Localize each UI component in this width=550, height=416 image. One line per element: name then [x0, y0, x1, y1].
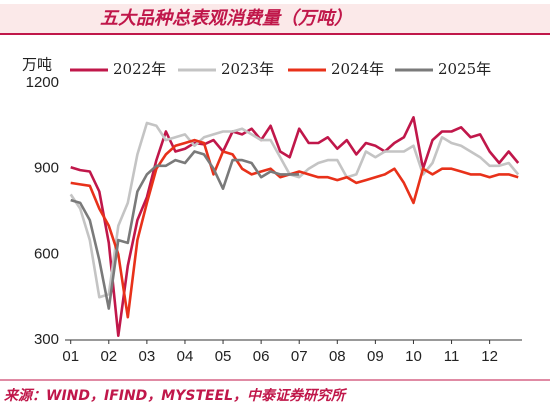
legend-label: 2023年	[221, 60, 274, 78]
x-tick-label: 12	[481, 348, 498, 365]
y-tick-label: 900	[34, 160, 59, 177]
legend-label: 2025年	[438, 60, 491, 78]
x-tick-label: 05	[215, 348, 232, 365]
series-line	[70, 138, 519, 319]
y-axis-label: 万吨	[22, 56, 52, 74]
y-tick-label: 1200	[26, 74, 59, 91]
x-tick-label: 07	[291, 348, 308, 365]
legend-label: 2024年	[331, 60, 384, 78]
x-tick-label: 02	[100, 348, 117, 365]
series-line	[69, 121, 520, 299]
x-tick-label: 04	[177, 348, 194, 365]
x-tick-label: 09	[367, 348, 384, 365]
title-band	[0, 4, 550, 34]
x-tick-label: 11	[444, 348, 460, 365]
x-tick-label: 10	[405, 348, 422, 365]
series-line	[70, 116, 520, 337]
y-tick-label: 300	[34, 331, 59, 348]
x-tick-label: 03	[139, 348, 156, 365]
x-tick-label: 01	[62, 348, 79, 365]
x-tick-label: 08	[329, 348, 346, 365]
chart-title: 五大品种总表观消费量（万吨）	[100, 8, 352, 29]
x-tick-label: 06	[253, 348, 270, 365]
y-tick-label: 600	[34, 245, 59, 262]
source: 来源：WIND，IFIND，MYSTEEL，中泰证券研究所	[4, 387, 348, 404]
legend-label: 2022年	[113, 60, 166, 78]
series-line	[70, 150, 300, 310]
